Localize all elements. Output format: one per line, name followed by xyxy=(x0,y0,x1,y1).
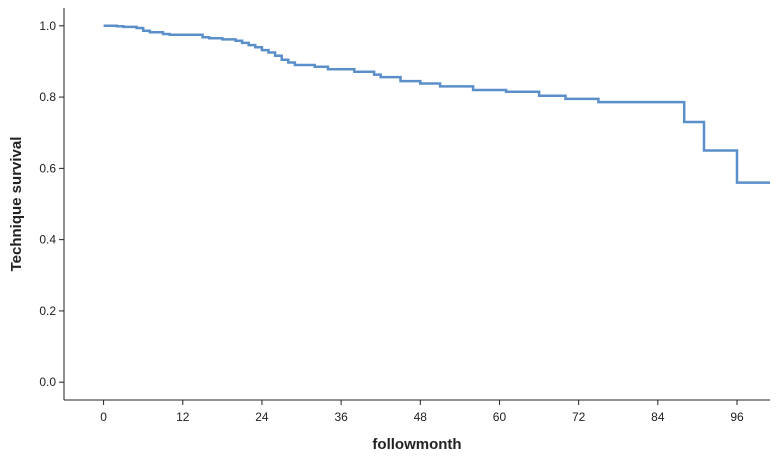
y-tick-label: 0.8 xyxy=(39,90,56,104)
y-tick-label: 1.0 xyxy=(39,19,56,33)
x-tick-label: 60 xyxy=(493,410,507,424)
x-tick-label: 36 xyxy=(334,410,348,424)
x-tick-label: 48 xyxy=(414,410,428,424)
x-axis-title: followmonth xyxy=(372,436,461,453)
x-tick-label: 24 xyxy=(255,410,269,424)
y-axis-title: Technique survival xyxy=(8,137,25,272)
x-tick-label: 12 xyxy=(176,410,190,424)
survival-step-line xyxy=(103,24,770,184)
y-tick-label: 0.6 xyxy=(39,161,56,175)
y-tick-label: 0.0 xyxy=(39,375,56,389)
x-tick-label: 0 xyxy=(100,410,107,424)
x-tick-label: 72 xyxy=(572,410,586,424)
ticks: 0 12 24 36 48 60 72 84 96 0.0 0.2 0.4 0.6 0.8 1.0 xyxy=(39,19,744,424)
axes xyxy=(63,8,770,401)
x-tick-label: 84 xyxy=(651,410,665,424)
y-tick-label: 0.2 xyxy=(39,304,56,318)
x-tick-label: 96 xyxy=(730,410,744,424)
y-tick-label: 0.4 xyxy=(39,233,56,247)
series-group xyxy=(103,24,770,184)
